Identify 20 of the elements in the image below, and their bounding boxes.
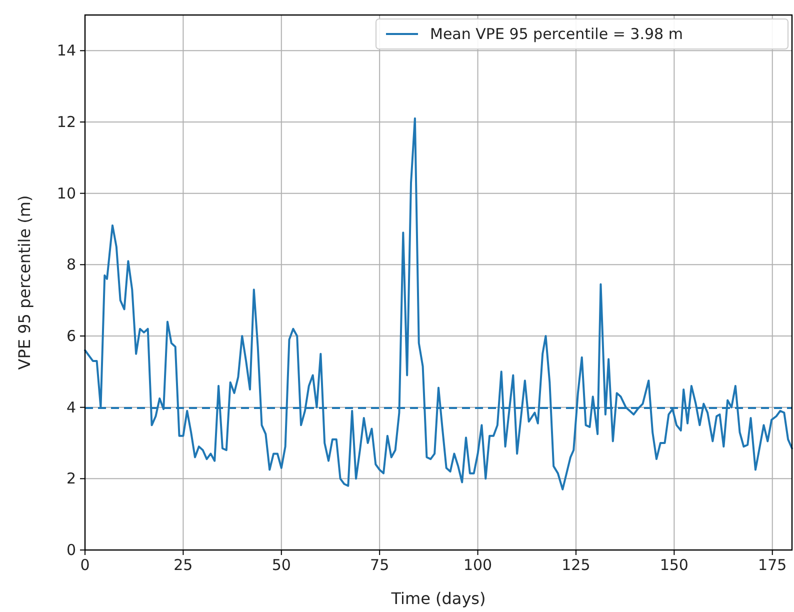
x-tick-label: 175 xyxy=(758,556,787,574)
x-tick-label: 150 xyxy=(660,556,688,574)
y-axis-title: VPE 95 percentile (m) xyxy=(15,195,34,370)
x-tick-label: 0 xyxy=(80,556,90,574)
y-tick-label: 12 xyxy=(56,113,76,131)
line-series xyxy=(84,117,793,490)
y-tick-label: 14 xyxy=(56,42,76,60)
x-axis-title: Time (days) xyxy=(390,589,486,608)
x-tick-label: 25 xyxy=(174,556,193,574)
x-tick-label: 125 xyxy=(562,556,590,574)
y-tick-label: 2 xyxy=(66,470,76,488)
y-tick-label: 8 xyxy=(66,256,76,274)
y-tick-label: 4 xyxy=(66,398,76,416)
x-tick-label: 75 xyxy=(370,556,390,574)
y-tick-label: 6 xyxy=(66,327,76,345)
y-tick-label: 0 xyxy=(66,541,76,559)
x-tick-label: 50 xyxy=(272,556,291,574)
x-tick-label: 100 xyxy=(463,556,492,574)
y-tick-label: 10 xyxy=(56,184,76,202)
legend-label: Mean VPE 95 percentile = 3.98 m xyxy=(430,25,683,43)
